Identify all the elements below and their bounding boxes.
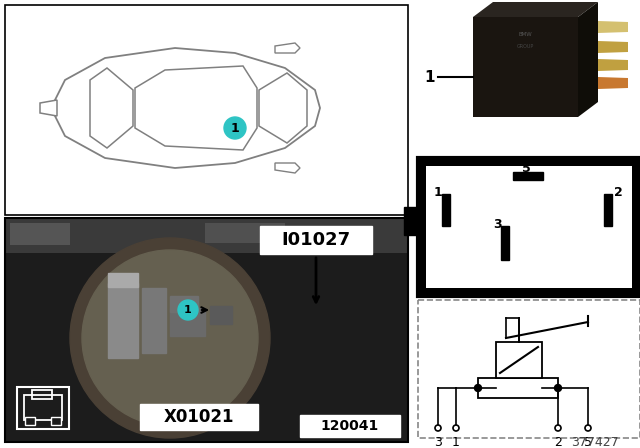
Text: 1: 1	[425, 69, 435, 85]
Bar	[24, 395, 62, 420]
Circle shape	[555, 425, 561, 431]
Text: 2: 2	[614, 185, 622, 198]
Bar	[260, 226, 372, 254]
Bar	[51, 417, 61, 425]
Bar	[418, 300, 640, 438]
Polygon shape	[40, 100, 57, 116]
Circle shape	[82, 250, 258, 426]
Bar	[5, 218, 408, 442]
Bar	[108, 283, 138, 358]
Polygon shape	[275, 163, 300, 173]
Bar	[32, 390, 52, 399]
Circle shape	[453, 425, 459, 431]
Bar	[473, 17, 578, 117]
Bar	[638, 207, 640, 235]
Text: 1: 1	[184, 305, 192, 315]
Bar	[5, 218, 408, 253]
Circle shape	[554, 384, 561, 392]
Bar	[513, 172, 543, 180]
Text: 377427: 377427	[571, 435, 619, 448]
Text: 1: 1	[452, 436, 460, 448]
Bar	[501, 226, 509, 260]
Text: GROUP: GROUP	[516, 44, 534, 49]
Polygon shape	[598, 41, 628, 53]
Bar	[442, 194, 450, 226]
Polygon shape	[55, 48, 320, 168]
Circle shape	[585, 425, 591, 431]
Text: X01021: X01021	[164, 408, 234, 426]
Text: 1: 1	[230, 121, 239, 134]
Bar	[142, 288, 166, 353]
Bar	[210, 306, 232, 324]
Polygon shape	[598, 77, 628, 89]
Text: I01027: I01027	[282, 231, 351, 249]
Text: 120041: 120041	[321, 419, 379, 433]
Circle shape	[474, 384, 481, 392]
Bar	[496, 342, 542, 378]
Bar	[404, 207, 420, 235]
Polygon shape	[598, 21, 628, 33]
Bar	[426, 166, 632, 288]
Text: 1: 1	[434, 185, 442, 198]
Bar	[170, 308, 205, 336]
Bar	[17, 387, 69, 429]
Circle shape	[435, 425, 441, 431]
Bar	[108, 273, 138, 287]
Bar	[5, 5, 408, 215]
Bar	[10, 223, 70, 245]
Text: 3: 3	[434, 436, 442, 448]
Polygon shape	[135, 66, 257, 150]
Bar	[140, 404, 258, 430]
Circle shape	[178, 300, 198, 320]
Bar	[170, 296, 198, 312]
Bar	[418, 5, 640, 155]
Text: BMW: BMW	[518, 33, 532, 38]
Bar	[5, 218, 408, 442]
Bar	[478, 378, 558, 398]
Polygon shape	[578, 2, 598, 117]
Bar	[604, 194, 612, 226]
Text: 5: 5	[522, 163, 531, 176]
Polygon shape	[598, 59, 628, 71]
Bar	[205, 223, 285, 243]
Circle shape	[70, 238, 270, 438]
Circle shape	[224, 117, 246, 139]
Bar	[418, 158, 640, 296]
Polygon shape	[275, 43, 300, 53]
Polygon shape	[259, 73, 307, 143]
Bar	[25, 417, 35, 425]
Text: 3: 3	[493, 217, 501, 231]
Polygon shape	[90, 68, 133, 148]
Polygon shape	[473, 2, 598, 17]
Text: 5: 5	[584, 436, 592, 448]
Text: 2: 2	[554, 436, 562, 448]
Bar	[300, 415, 400, 437]
